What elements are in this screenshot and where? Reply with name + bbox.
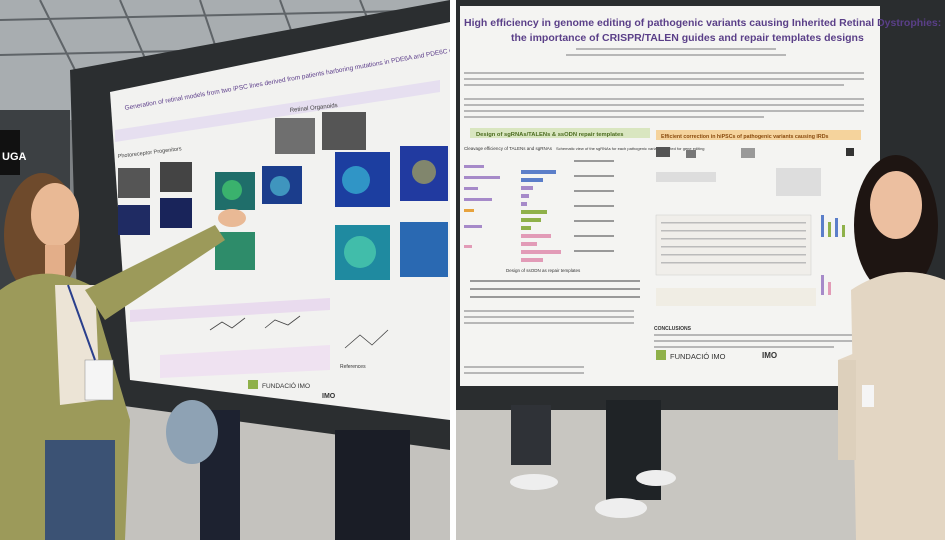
- left-fundacio-logo: FUNDACIÓ IMO: [262, 381, 310, 390]
- right-photo: High efficiency in genome editing of pat…: [456, 0, 945, 540]
- beige-blazer: [851, 272, 945, 540]
- cleavage-bar-chart: [464, 165, 561, 262]
- subhead-schematic: Schematic view of the sgRNAs for each pa…: [556, 146, 705, 151]
- micrograph-tile: [400, 222, 448, 277]
- neck: [45, 245, 65, 280]
- booth-sign-text: UGA: [2, 151, 27, 163]
- background-people: [166, 400, 410, 540]
- poster-text-lines: [464, 48, 864, 118]
- left-photo: UGA Generation of retinal models from tw…: [0, 0, 450, 540]
- fundacio-logo-mark: [656, 350, 666, 360]
- references-heading: References: [340, 364, 366, 370]
- left-imo-logo: IMO: [322, 393, 336, 400]
- poster-pink-band: [130, 298, 330, 322]
- presenter-left: [0, 173, 246, 540]
- right-photo-scene: High efficiency in genome editing of pat…: [456, 0, 945, 540]
- ssodn-lines: [470, 280, 640, 298]
- jeans: [45, 440, 115, 540]
- section-design-label: Design of sgRNAs/TALENs & ssODN repair t…: [476, 132, 623, 138]
- sgrna-schematics: [574, 160, 614, 252]
- subhead-ssodn: Design of ssODN as repair templates: [506, 268, 581, 273]
- micrograph-tile: [275, 118, 315, 154]
- conclusion-lines: [464, 310, 854, 374]
- name-badge: [862, 385, 874, 407]
- right-poster-title-1: High efficiency in genome editing of pat…: [464, 17, 941, 29]
- right-poster-title-2: the importance of CRISPR/TALEN guides an…: [511, 32, 864, 44]
- poster-mini-charts: [209, 315, 389, 349]
- face: [870, 171, 922, 239]
- findings-box: [656, 288, 816, 306]
- conclusions-heading: CONCLUSIONS: [654, 326, 692, 332]
- poster-pink-band: [160, 345, 330, 378]
- right-fundacio-logo: FUNDACIÓ IMO: [670, 352, 726, 361]
- photo-divider: [450, 0, 456, 540]
- results-table: [655, 214, 812, 276]
- left-photo-scene: UGA Generation of retinal models from tw…: [0, 0, 450, 540]
- name-badge: [84, 359, 114, 401]
- micrograph-tile: [118, 205, 150, 235]
- booth-sign: [0, 130, 20, 175]
- micrograph-tile: [322, 112, 366, 150]
- efficiency-bar-chart: [821, 215, 845, 295]
- face: [31, 183, 79, 247]
- right-imo-logo: IMO: [762, 351, 777, 360]
- pointing-hand: [218, 209, 246, 227]
- section-design-bar: [470, 128, 650, 138]
- micrograph-tile: [160, 198, 192, 228]
- poster-intro-band: [115, 80, 440, 142]
- section-efficient-bar: [656, 130, 861, 140]
- micrograph-tile: [118, 168, 150, 198]
- section-organoids-label: Retinal Organoids: [290, 103, 338, 114]
- editing-workflow: [656, 147, 854, 196]
- raised-arm: [85, 225, 225, 320]
- section-efficient-label: Efficient correction in hiPSCs of pathog…: [661, 134, 829, 140]
- micrograph-tile: [160, 162, 192, 192]
- background-people: [510, 400, 676, 518]
- handbag: [838, 360, 856, 460]
- presenter-right: [838, 155, 945, 540]
- subhead-cleavage: Cleavage efficiency of TALENs and sgRNAs: [464, 146, 553, 151]
- lanyard: [67, 284, 96, 361]
- fundacio-logo-mark: [248, 380, 258, 389]
